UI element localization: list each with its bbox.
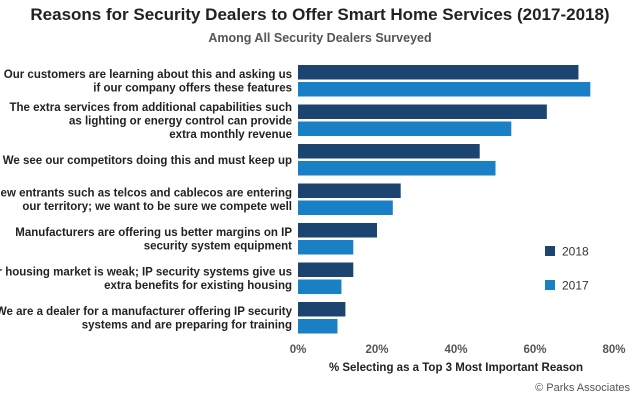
- category-label-4: New entrants such as telcos and cablecos…: [0, 188, 292, 214]
- bar-2017-4: [298, 200, 393, 215]
- category-label-1: Our customers are learning about this an…: [4, 69, 292, 95]
- bar-2017-3: [298, 161, 496, 176]
- bar-2018-3: [298, 144, 480, 159]
- bar-2017-1: [298, 82, 591, 97]
- category-label-line: We see our competitors doing this and mu…: [3, 155, 292, 167]
- bar-2018-7: [298, 302, 346, 317]
- category-label-line: extra monthly revenue: [169, 129, 292, 141]
- legend-label-2018: 2018: [562, 245, 589, 259]
- category-label-line: if our company offers these features: [93, 83, 292, 95]
- bar-2018-2: [298, 104, 547, 119]
- bar-2018-6: [298, 262, 354, 277]
- bar-2017-6: [298, 279, 342, 294]
- bar-2018-1: [298, 65, 579, 80]
- bar-2018-5: [298, 223, 377, 238]
- category-label-7: We are a dealer for a manufacturer offer…: [0, 306, 293, 332]
- category-label-5: Manufacturers are offering us better mar…: [15, 227, 292, 253]
- legend-swatch-2017: [545, 280, 555, 290]
- x-axis-title: % Selecting as a Top 3 Most Important Re…: [329, 362, 583, 374]
- chart-subtitle: Among All Security Dealers Surveyed: [208, 31, 432, 45]
- category-label-2: The extra services from additional capab…: [10, 102, 293, 141]
- category-label-line: systems and are preparing for training: [82, 320, 292, 332]
- category-label-line: New entrants such as telcos and cablecos…: [0, 188, 292, 200]
- bar-2017-5: [298, 240, 354, 255]
- legend-label-2017: 2017: [562, 279, 589, 293]
- category-label-line: Manufacturers are offering us better mar…: [15, 227, 292, 239]
- category-label-3: We see our competitors doing this and mu…: [3, 155, 292, 167]
- source-credit: © Parks Associates: [535, 382, 630, 394]
- x-tick-label: 0%: [290, 344, 307, 356]
- legend-swatch-2018: [545, 246, 555, 256]
- category-label-line: our territory; we want to be sure we com…: [22, 201, 292, 213]
- category-label-line: Our customers are learning about this an…: [4, 69, 292, 81]
- bar-2018-4: [298, 183, 401, 198]
- category-label-6: Our housing market is weak; IP security …: [0, 267, 292, 293]
- x-tick-label: 20%: [365, 344, 388, 356]
- category-label-line: as lighting or energy control can provid…: [69, 115, 292, 127]
- x-tick-label: 80%: [602, 344, 625, 356]
- category-label-line: extra benefits for existing housing: [104, 280, 292, 292]
- x-tick-label: 60%: [523, 344, 546, 356]
- category-label-line: Our housing market is weak; IP security …: [0, 267, 292, 279]
- category-label-line: We are a dealer for a manufacturer offer…: [0, 306, 293, 318]
- chart-title: Reasons for Security Dealers to Offer Sm…: [30, 5, 610, 24]
- category-label-line: The extra services from additional capab…: [10, 102, 293, 114]
- bar-2017-7: [298, 319, 338, 334]
- x-tick-label: 40%: [444, 344, 467, 356]
- bar-2017-2: [298, 121, 512, 136]
- category-label-line: security system equipment: [144, 241, 292, 253]
